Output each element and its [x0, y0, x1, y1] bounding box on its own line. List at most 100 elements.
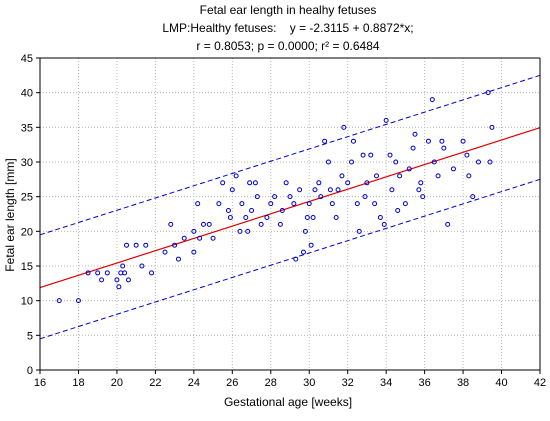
- data-point: [349, 159, 355, 165]
- data-point: [210, 235, 216, 241]
- data-point: [318, 194, 324, 200]
- data-point: [254, 194, 260, 200]
- x-tick-label: 24: [188, 377, 200, 389]
- data-point: [172, 242, 178, 248]
- y-tick-label: 10: [21, 296, 33, 308]
- data-point: [302, 228, 308, 234]
- x-tick-label: 36: [418, 377, 430, 389]
- data-point: [279, 208, 285, 214]
- y-tick-label: 15: [21, 261, 33, 273]
- data-point: [425, 138, 431, 144]
- x-tick-label: 38: [457, 377, 469, 389]
- data-point: [345, 180, 351, 186]
- data-point: [258, 221, 264, 227]
- data-point: [293, 256, 299, 262]
- x-tick-label: 42: [534, 377, 546, 389]
- data-point: [104, 270, 110, 276]
- data-point: [450, 166, 456, 172]
- data-point: [272, 194, 278, 200]
- data-point: [95, 270, 101, 276]
- data-point: [191, 228, 197, 234]
- data-point: [360, 152, 366, 158]
- data-point: [429, 97, 435, 103]
- data-point: [389, 187, 395, 193]
- data-point: [243, 214, 249, 220]
- data-point: [406, 166, 412, 172]
- y-tick-label: 30: [21, 157, 33, 169]
- data-point: [233, 173, 239, 179]
- data-point: [306, 201, 312, 207]
- data-point: [377, 214, 383, 220]
- data-point: [200, 221, 206, 227]
- data-point: [325, 159, 331, 165]
- data-point: [195, 201, 201, 207]
- data-point: [197, 235, 203, 241]
- data-point: [387, 152, 393, 158]
- x-tick-label: 20: [111, 377, 123, 389]
- y-tick-label: 45: [21, 53, 33, 65]
- chart-subtitle-line2: r = 0.8053; p = 0.0000; r² = 0.6484: [196, 39, 379, 53]
- data-point: [124, 242, 130, 248]
- y-tick-label: 5: [27, 330, 33, 342]
- data-point: [268, 201, 274, 207]
- data-point: [120, 263, 126, 269]
- data-point: [245, 228, 251, 234]
- x-tick-label: 40: [495, 377, 507, 389]
- data-point: [247, 180, 253, 186]
- data-point: [122, 270, 128, 276]
- data-point: [418, 180, 424, 186]
- x-tick-label: 32: [342, 377, 354, 389]
- data-point: [431, 159, 437, 165]
- data-point: [116, 284, 122, 290]
- grid: [40, 58, 540, 370]
- data-point: [475, 159, 481, 165]
- data-point: [225, 208, 231, 214]
- plot-area: [40, 58, 540, 370]
- data-point: [322, 138, 328, 144]
- data-point: [416, 187, 422, 193]
- data-point: [168, 221, 174, 227]
- data-point: [350, 138, 356, 144]
- data-point: [252, 180, 258, 186]
- y-tick-label: 0: [27, 365, 33, 377]
- chart-title: Fetal ear length in healhy fetuses: [200, 3, 377, 17]
- data-point: [329, 201, 335, 207]
- data-point: [227, 214, 233, 220]
- x-tick-label: 30: [303, 377, 315, 389]
- data-point: [466, 173, 472, 179]
- data-point: [99, 277, 105, 283]
- data-point: [220, 180, 226, 186]
- data-point: [445, 221, 451, 227]
- data-point: [249, 208, 255, 214]
- data-point: [383, 117, 389, 123]
- y-axis-label: Fetal ear length [mm]: [3, 158, 17, 271]
- data-point: [149, 270, 155, 276]
- x-tick-label: 28: [265, 377, 277, 389]
- x-tick-label: 22: [149, 377, 161, 389]
- data-point: [277, 221, 283, 227]
- data-point: [341, 124, 347, 130]
- y-tick-label: 40: [21, 88, 33, 100]
- y-tick-label: 35: [21, 122, 33, 134]
- data-point: [364, 180, 370, 186]
- data-point: [133, 242, 139, 248]
- data-point: [441, 145, 447, 151]
- data-point: [381, 221, 387, 227]
- data-point: [114, 277, 120, 283]
- data-point: [397, 173, 403, 179]
- data-point: [470, 194, 476, 200]
- data-point: [229, 187, 235, 193]
- axes: [36, 57, 541, 374]
- data-point: [333, 214, 339, 220]
- regression-line: [39, 127, 541, 289]
- data-point: [487, 159, 493, 165]
- data-point: [460, 138, 466, 144]
- data-point: [339, 173, 345, 179]
- data-point: [402, 201, 408, 207]
- data-point: [287, 194, 293, 200]
- data-point: [374, 173, 380, 179]
- data-point: [412, 131, 418, 137]
- x-tick-label: 34: [380, 377, 392, 389]
- data-point: [368, 152, 374, 158]
